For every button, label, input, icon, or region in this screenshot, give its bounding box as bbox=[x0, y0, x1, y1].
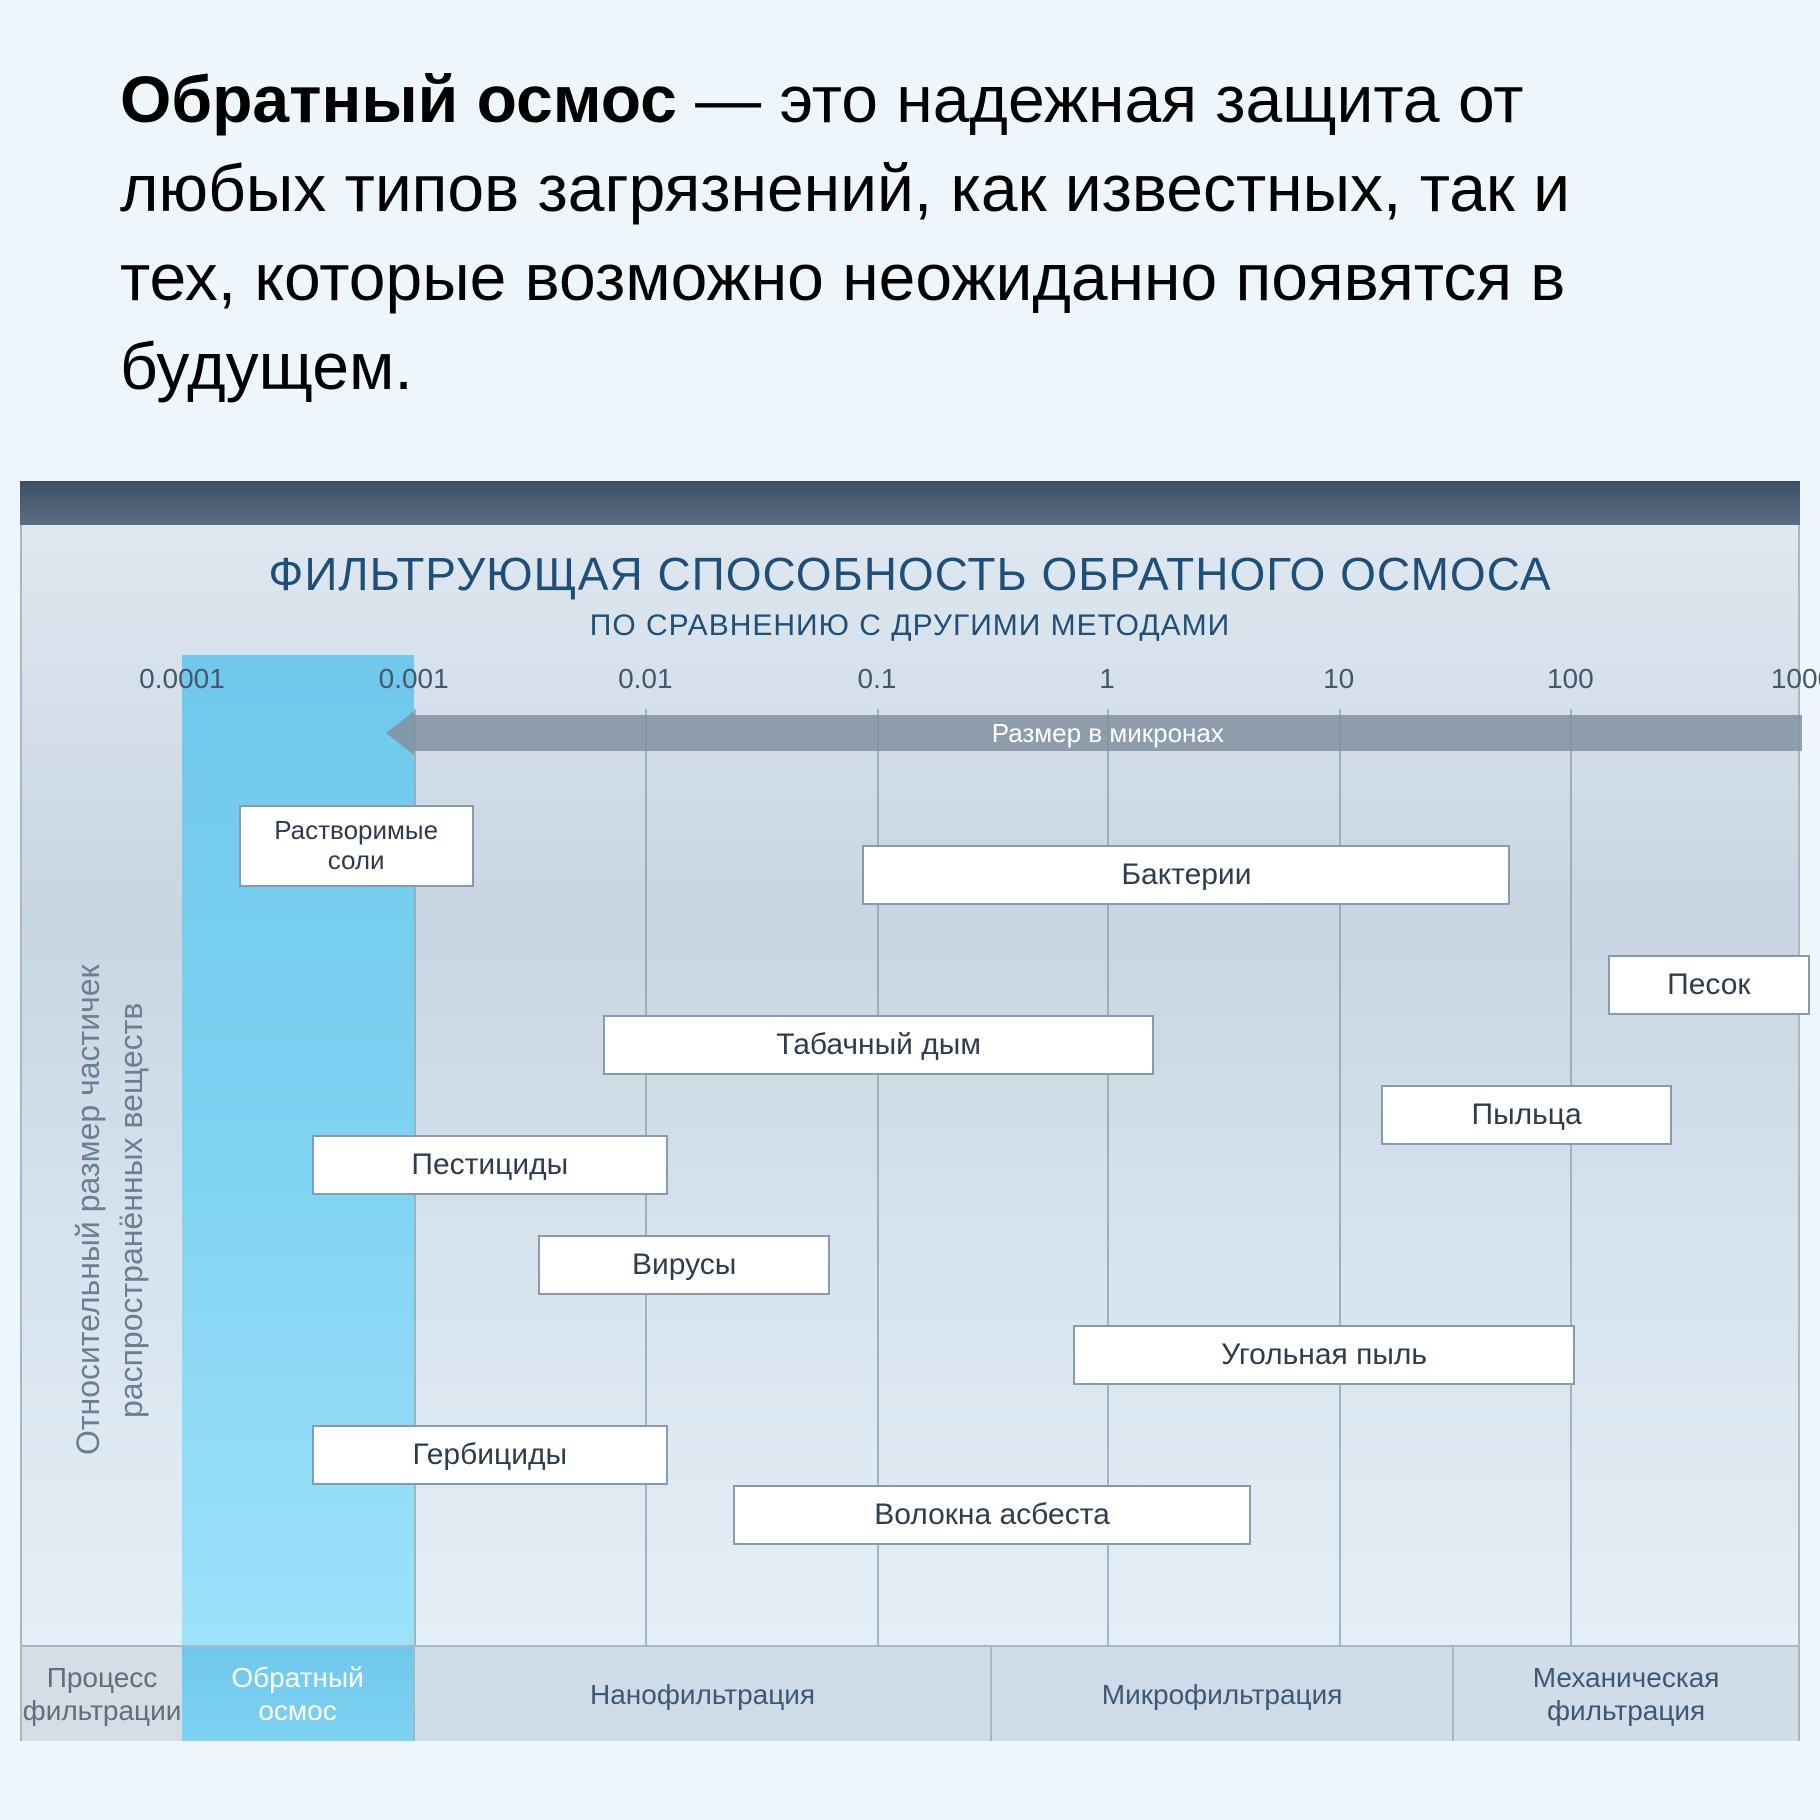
particle-box: Гербициды bbox=[312, 1425, 668, 1485]
particle-box: Табачный дым bbox=[603, 1015, 1154, 1075]
particle-box: Пыльца bbox=[1381, 1085, 1673, 1145]
x-tick-label: 1 bbox=[1099, 663, 1115, 695]
scale-arrow: Размер в микронах bbox=[414, 715, 1802, 751]
x-tick-label: 0.1 bbox=[858, 663, 897, 695]
particle-box: Волокна асбеста bbox=[733, 1485, 1251, 1545]
bottom-row: Процесс фильтрацииОбратный осмосНанофиль… bbox=[20, 1645, 1800, 1741]
chart-topbar bbox=[20, 481, 1800, 525]
arrow-left-icon bbox=[386, 711, 414, 755]
x-tick-label: 0.0001 bbox=[139, 663, 225, 695]
x-tick-label: 0.01 bbox=[618, 663, 673, 695]
process-segment: Механическая фильтрация bbox=[1452, 1647, 1798, 1741]
x-tick-label: 0.001 bbox=[379, 663, 449, 695]
x-tick-label: 100 bbox=[1547, 663, 1594, 695]
process-segment: Нанофильтрация bbox=[413, 1647, 990, 1741]
chart-title: ФИЛЬТРУЮЩАЯ СПОСОБНОСТЬ ОБРАТНОГО ОСМОСА bbox=[22, 547, 1798, 601]
header-bold: Обратный осмос bbox=[120, 62, 677, 136]
particle-box: Бактерии bbox=[862, 845, 1510, 905]
chart-container: ФИЛЬТРУЮЩАЯ СПОСОБНОСТЬ ОБРАТНОГО ОСМОСА… bbox=[20, 481, 1800, 1741]
process-segment: Микрофильтрация bbox=[990, 1647, 1452, 1741]
particle-box: Вирусы bbox=[538, 1235, 830, 1295]
process-segment: Обратный осмос bbox=[182, 1647, 413, 1741]
particle-box: Песок bbox=[1608, 955, 1811, 1015]
plot-area: 0.00010.0010.010.11101001000Размер в мик… bbox=[182, 655, 1798, 1645]
x-tick-label: 1000 bbox=[1771, 663, 1820, 695]
arrow-label: Размер в микронах bbox=[992, 718, 1224, 749]
particle-box: Пестициды bbox=[312, 1135, 668, 1195]
header-paragraph: Обратный осмос — это надежная защита от … bbox=[0, 0, 1820, 461]
process-row-label: Процесс фильтрации bbox=[22, 1647, 182, 1741]
chart-body: ФИЛЬТРУЮЩАЯ СПОСОБНОСТЬ ОБРАТНОГО ОСМОСА… bbox=[20, 525, 1800, 1645]
particle-box: Растворимые соли bbox=[239, 805, 474, 887]
gridline bbox=[1570, 709, 1572, 1645]
x-tick-label: 10 bbox=[1323, 663, 1354, 695]
particle-box: Угольная пыль bbox=[1073, 1325, 1575, 1385]
y-axis-label: Относительный размер частичек распростра… bbox=[50, 875, 170, 1545]
chart-subtitle: ПО СРАВНЕНИЮ С ДРУГИМИ МЕТОДАМИ bbox=[22, 609, 1798, 643]
